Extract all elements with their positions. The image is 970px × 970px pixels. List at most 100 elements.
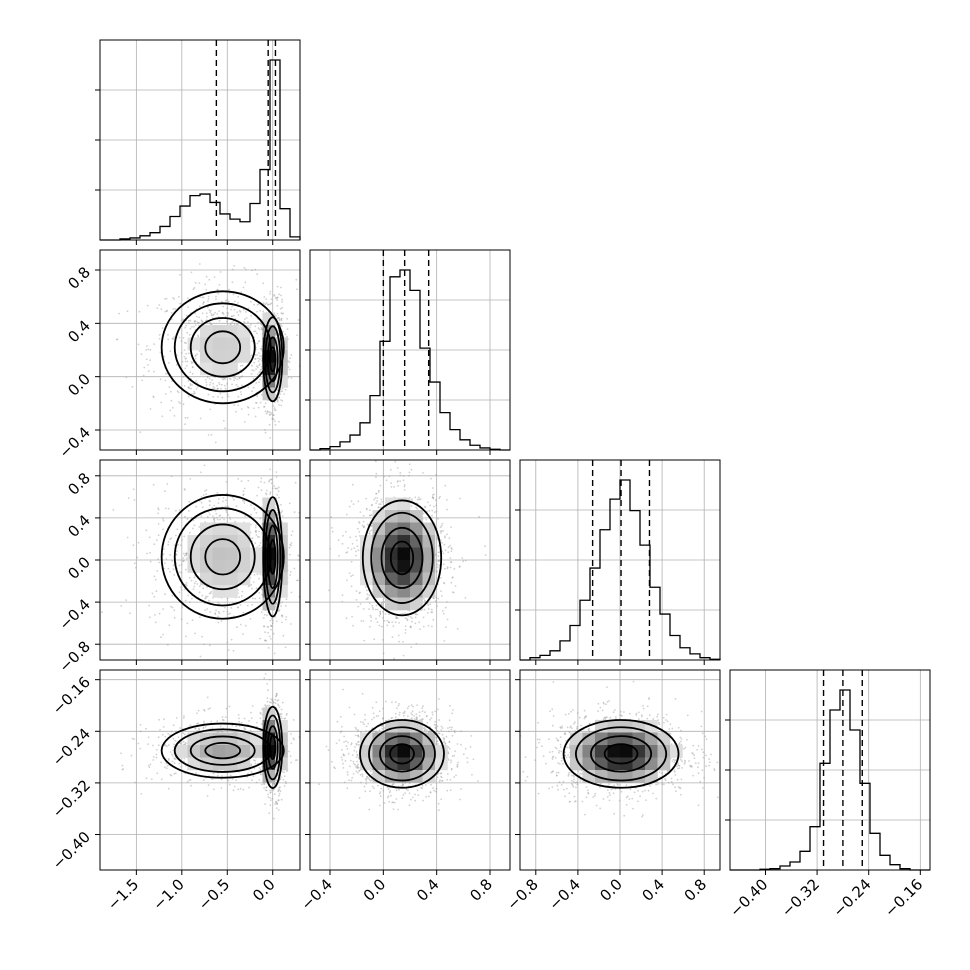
scatter-point bbox=[234, 520, 237, 523]
scatter-point bbox=[180, 571, 183, 574]
scatter-point bbox=[218, 612, 221, 615]
scatter-point bbox=[183, 554, 186, 557]
scatter-point bbox=[265, 705, 267, 708]
scatter-point bbox=[396, 467, 399, 469]
scatter-point bbox=[228, 377, 231, 380]
scatter-point bbox=[213, 504, 216, 507]
scatter-point bbox=[279, 790, 282, 793]
scatter-point bbox=[169, 773, 172, 776]
scatter-point bbox=[166, 745, 168, 748]
scatter-point bbox=[223, 377, 226, 380]
scatter-point bbox=[126, 536, 129, 539]
scatter-point bbox=[153, 343, 156, 345]
scatter-point bbox=[201, 594, 204, 597]
scatter-point bbox=[234, 300, 236, 303]
scatter-point bbox=[433, 505, 435, 508]
scatter-point bbox=[272, 788, 275, 791]
scatter-point bbox=[167, 732, 170, 735]
scatter-point bbox=[180, 319, 183, 322]
scatter-point bbox=[432, 487, 434, 489]
scatter-point bbox=[170, 605, 172, 608]
scatter-point bbox=[204, 726, 207, 728]
scatter-point bbox=[246, 604, 249, 607]
density-cell bbox=[200, 535, 213, 548]
scatter-point bbox=[278, 609, 281, 612]
scatter-point bbox=[275, 620, 278, 623]
scatter-point bbox=[252, 597, 254, 600]
joint-panel-0-2 bbox=[99, 459, 305, 661]
scatter-point bbox=[247, 585, 250, 588]
scatter-point bbox=[431, 496, 434, 498]
scatter-point bbox=[271, 785, 274, 787]
scatter-point bbox=[210, 590, 213, 593]
scatter-point bbox=[397, 485, 400, 487]
scatter-point bbox=[120, 752, 122, 755]
scatter-point bbox=[220, 787, 223, 789]
scatter-point bbox=[167, 543, 170, 546]
scatter-point bbox=[253, 303, 255, 306]
scatter-point bbox=[259, 637, 262, 640]
scatter-point bbox=[133, 499, 136, 501]
scatter-point bbox=[163, 718, 165, 721]
scatter-point bbox=[307, 728, 309, 730]
scatter-point bbox=[198, 282, 201, 284]
scatter-point bbox=[151, 592, 154, 595]
scatter-point bbox=[285, 714, 288, 716]
scatter-point bbox=[137, 742, 140, 745]
scatter-point bbox=[280, 503, 282, 506]
scatter-point bbox=[228, 516, 231, 519]
scatter-point bbox=[182, 560, 185, 562]
histogram-steps bbox=[100, 59, 301, 241]
scatter-point bbox=[198, 305, 201, 308]
scatter-point bbox=[280, 621, 283, 624]
scatter-point bbox=[184, 358, 187, 360]
scatter-point bbox=[406, 619, 409, 622]
scatter-point bbox=[199, 417, 202, 420]
scatter-point bbox=[253, 508, 256, 511]
scatter-point bbox=[263, 625, 265, 628]
scatter-point bbox=[177, 736, 180, 739]
scatter-point bbox=[196, 583, 199, 585]
scatter-point bbox=[280, 713, 283, 715]
scatter-point bbox=[156, 307, 159, 309]
scatter-point bbox=[184, 742, 187, 744]
density-cell bbox=[237, 325, 251, 338]
scatter-point bbox=[278, 404, 280, 406]
scatter-point bbox=[278, 396, 281, 399]
scatter-point bbox=[231, 305, 233, 308]
scatter-point bbox=[217, 502, 220, 504]
scatter-point bbox=[243, 266, 246, 269]
scatter-point bbox=[253, 759, 255, 761]
scatter-point bbox=[216, 313, 219, 315]
scatter-point bbox=[276, 399, 279, 402]
scatter-point bbox=[264, 631, 266, 634]
scatter-point bbox=[258, 371, 260, 374]
scatter-point bbox=[274, 420, 276, 422]
scatter-point bbox=[145, 358, 148, 360]
scatter-point bbox=[258, 779, 261, 781]
scatter-point bbox=[432, 497, 435, 500]
scatter-point bbox=[261, 328, 263, 331]
scatter-point bbox=[419, 628, 421, 630]
scatter-point bbox=[149, 349, 152, 351]
scatter-point bbox=[288, 750, 290, 753]
scatter-point bbox=[242, 309, 245, 311]
scatter-point bbox=[437, 517, 439, 520]
scatter-point bbox=[182, 557, 185, 559]
scatter-point bbox=[244, 728, 247, 731]
scatter-point bbox=[251, 779, 254, 781]
scatter-point bbox=[277, 316, 280, 319]
scatter-point bbox=[359, 511, 362, 513]
scatter-point bbox=[265, 786, 268, 789]
scatter-point bbox=[416, 498, 419, 501]
scatter-point bbox=[303, 572, 305, 574]
contour-line bbox=[262, 496, 284, 618]
scatter-point bbox=[225, 509, 228, 512]
scatter-point bbox=[203, 722, 205, 724]
scatter-point bbox=[132, 488, 135, 491]
scatter-point bbox=[210, 433, 213, 436]
scatter-point bbox=[259, 309, 261, 312]
scatter-point bbox=[216, 720, 219, 722]
scatter-point bbox=[202, 301, 205, 304]
scatter-point bbox=[145, 727, 147, 730]
